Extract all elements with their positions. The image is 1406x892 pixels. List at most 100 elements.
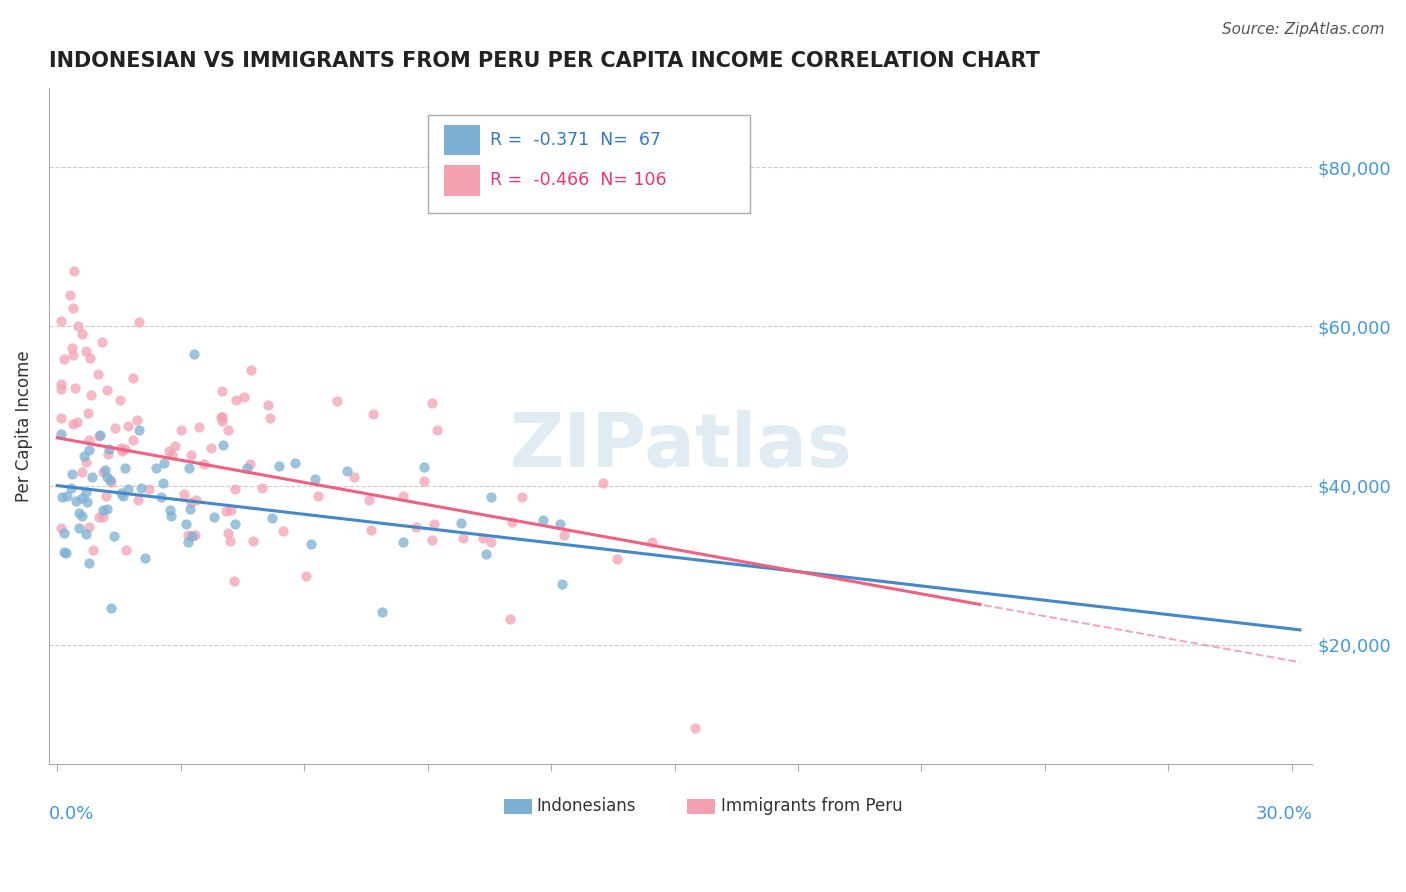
Point: [553, 528, 575, 542]
Point: [87, 367, 110, 381]
Point: [479, 535, 502, 549]
Point: [117, 419, 139, 434]
Point: [66, 319, 89, 334]
Point: [51, 382, 73, 396]
Point: [75, 485, 97, 500]
Point: [357, 492, 380, 507]
Point: [200, 441, 222, 455]
Point: [257, 398, 280, 412]
Point: [114, 461, 136, 475]
Point: [209, 409, 232, 424]
Y-axis label: Per Capita Income: Per Capita Income: [15, 350, 32, 501]
Point: [111, 443, 134, 458]
Point: [240, 363, 263, 377]
Point: [250, 481, 273, 495]
Point: [96, 501, 118, 516]
Point: [186, 493, 208, 508]
Point: [170, 423, 193, 437]
Point: [100, 475, 122, 489]
Point: [98, 442, 121, 456]
Point: [202, 509, 225, 524]
Point: [145, 460, 167, 475]
Point: [307, 489, 329, 503]
Point: [212, 438, 235, 452]
Point: [531, 513, 554, 527]
Point: [79, 442, 101, 457]
Point: [51, 410, 73, 425]
Point: [77, 556, 100, 570]
Point: [157, 444, 180, 458]
Point: [134, 550, 156, 565]
Point: [80, 388, 103, 402]
Point: [225, 392, 247, 407]
Point: [96, 490, 118, 504]
Point: [63, 381, 86, 395]
Point: [62, 263, 84, 277]
Point: [51, 314, 73, 328]
Point: [284, 456, 307, 470]
Point: [77, 520, 100, 534]
Point: [343, 470, 366, 484]
Point: [160, 448, 183, 462]
Text: Immigrants from Peru: Immigrants from Peru: [721, 797, 903, 815]
Point: [217, 525, 239, 540]
Point: [180, 494, 202, 508]
Point: [426, 424, 449, 438]
Point: [122, 433, 145, 447]
Point: [510, 490, 533, 504]
Point: [499, 612, 522, 626]
Point: [218, 534, 240, 549]
Point: [111, 489, 134, 503]
Point: [271, 524, 294, 538]
Point: [159, 503, 181, 517]
Point: [295, 569, 318, 583]
Point: [65, 494, 87, 508]
FancyBboxPatch shape: [427, 114, 751, 212]
Point: [183, 347, 205, 361]
Point: [239, 457, 262, 471]
Point: [211, 410, 233, 425]
Point: [70, 508, 93, 523]
Point: [98, 474, 121, 488]
Point: [103, 529, 125, 543]
Bar: [444, 125, 479, 155]
Point: [551, 576, 574, 591]
Point: [326, 394, 349, 409]
Point: [117, 483, 139, 497]
Point: [423, 516, 446, 531]
Point: [73, 449, 96, 463]
Point: [80, 469, 103, 483]
Point: [70, 327, 93, 342]
Point: [479, 490, 502, 504]
Point: [67, 521, 90, 535]
Point: [128, 423, 150, 437]
Point: [91, 465, 114, 479]
Text: INDONESIAN VS IMMIGRANTS FROM PERU PER CAPITA INCOME CORRELATION CHART: INDONESIAN VS IMMIGRANTS FROM PERU PER C…: [49, 51, 1040, 70]
Point: [224, 517, 246, 532]
Point: [114, 442, 136, 457]
Point: [138, 482, 160, 496]
Point: [160, 509, 183, 524]
Point: [75, 527, 97, 541]
Point: [104, 421, 127, 435]
Point: [361, 407, 384, 421]
Point: [129, 481, 152, 495]
Point: [127, 413, 149, 427]
Point: [62, 417, 84, 431]
Point: [108, 393, 131, 408]
Point: [165, 439, 187, 453]
Point: [193, 457, 215, 471]
Point: [217, 423, 239, 437]
Point: [76, 406, 98, 420]
Point: [51, 376, 73, 391]
Point: [62, 348, 84, 362]
Point: [53, 351, 76, 366]
Point: [222, 574, 245, 588]
Point: [184, 528, 207, 542]
Point: [150, 490, 173, 504]
Point: [606, 551, 628, 566]
Point: [51, 491, 73, 505]
Point: [53, 545, 76, 559]
Point: [70, 465, 93, 479]
Point: [219, 503, 242, 517]
